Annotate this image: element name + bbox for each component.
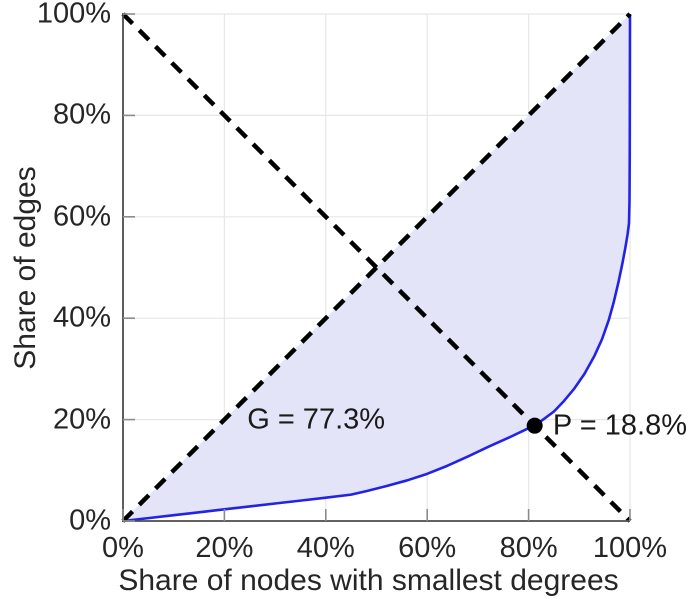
intersection-point-annotation: P = 18.8% [552,409,688,442]
p-point-marker [526,417,543,434]
x-tick-label: 100% [592,532,668,564]
y-tick-label: 100% [36,0,111,30]
y-axis-label: Share of edges [9,165,42,370]
gini-coefficient-annotation: G = 77.3% [247,403,386,436]
x-tick-label: 0% [102,532,144,564]
y-tick-label: 20% [52,403,111,436]
x-tick-label: 20% [195,532,254,564]
x-tick-label: 80% [499,532,558,564]
y-tick-label: 60% [52,200,111,233]
equality-diagonal-line [121,12,632,523]
x-tick-label: 40% [296,532,355,564]
y-tick-label: 40% [52,301,111,334]
y-tick-label: 80% [52,98,111,131]
x-tick-label: 60% [398,532,457,564]
y-tick-label: 0% [69,504,111,537]
anti-diagonal-line [121,12,632,523]
x-axis-label: Share of nodes with smallest degrees [118,564,619,597]
